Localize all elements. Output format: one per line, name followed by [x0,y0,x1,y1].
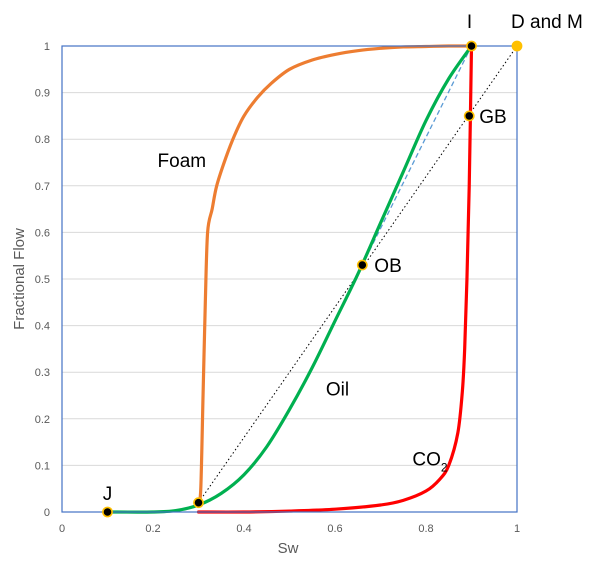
marker-j [102,506,113,518]
point-label-d-and-m: D and M [511,12,583,33]
x-tick-label-2: 0.4 [236,523,251,535]
point-labels: J OB GB I D and M [103,12,583,505]
x-axis-title: Sw [278,540,299,557]
curves [105,44,474,514]
tangent-line [361,45,473,266]
reference-lines [198,45,518,503]
x-tick-label-5: 1 [514,523,520,535]
y-tick-label-8: 0.8 [35,134,50,146]
foam-curve [196,44,474,505]
point-label-ob: OB [374,256,401,277]
x-tick-label-4: 0.8 [418,523,433,535]
x-tick-label-3: 0.6 [327,523,342,535]
y-axis-title: Fractional Flow [11,228,28,330]
y-tick-label-9: 0.9 [35,88,50,100]
marker-points [102,40,523,518]
annotation-co: CO2 [412,449,448,474]
point-label-i: I [467,12,472,33]
co2-curve [196,44,474,514]
point-label-gb: GB [479,107,506,128]
point-label-j: J [103,484,113,505]
marker-d-and-m [511,40,523,52]
annotation-foam: Foam [158,151,207,172]
y-tick-label-6: 0.6 [35,227,50,239]
marker-ob [356,259,368,271]
y-tick-label-2: 0.2 [35,414,50,426]
y-tick-label-1: 0.1 [35,460,50,472]
x-tick-label-0: 0 [59,523,65,535]
y-tick-label-4: 0.4 [35,321,50,333]
y-tick-label-5: 0.5 [35,274,50,286]
x-tick-label-1: 0.2 [145,523,160,535]
annotation-oil: Oil [326,380,349,401]
gridlines [62,45,517,513]
oil-curve [105,44,474,514]
marker-i [466,40,477,52]
plot-frame [61,45,518,513]
y-tick-label-0: 0 [44,507,50,519]
marker-gb [463,110,475,122]
diagonal-line [198,45,518,503]
y-tick-label-7: 0.7 [35,181,50,193]
y-tick-label-3: 0.3 [35,367,50,379]
y-tick-label-10: 1 [44,41,50,53]
marker-point-1 [193,497,204,509]
tick-labels: 0 0.1 0.2 0.3 0.4 0.5 0.6 0.7 0.8 0.9 1 0 0.2 0.4 0.6 0… [35,41,520,535]
